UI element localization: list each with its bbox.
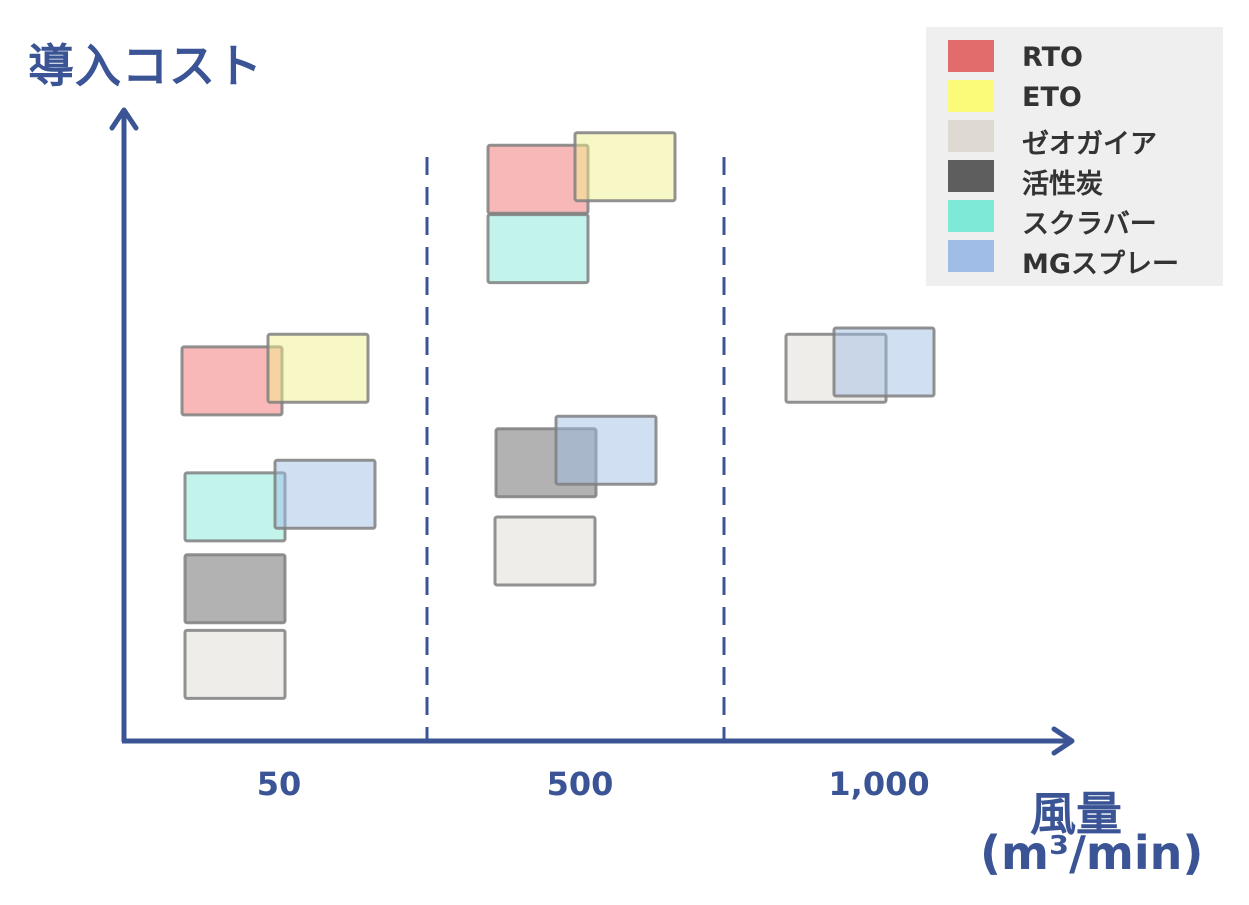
range-box-series-2-at-1-000: [784, 332, 888, 404]
legend-label: MGスプレー: [1022, 249, 1180, 280]
range-box-series-4-at-500: [486, 213, 590, 285]
legend-swatch: [948, 200, 994, 232]
range-box-series-5-at-500: [554, 414, 658, 486]
range-box-series-5-at-50: [273, 458, 377, 530]
range-box-series-3-at-500: [494, 427, 598, 499]
x-tick-label-1000: 1,000: [828, 765, 930, 803]
x-axis-label: 風量: [1030, 787, 1122, 841]
legend-label: 活性炭: [1022, 169, 1103, 200]
x-tick-label-500: 500: [546, 765, 614, 803]
x-axis-unit: (m³/min): [980, 826, 1204, 880]
x-axis-arrowhead: [1051, 726, 1075, 756]
range-box-series-5-at-1-000: [832, 326, 936, 398]
legend-label: RTO: [1022, 42, 1083, 73]
range-box-series-1-at-50: [266, 332, 370, 404]
legend-label: スクラバー: [1022, 209, 1157, 240]
range-box-series-2-at-500: [493, 515, 597, 587]
range-box-series-0-at-50: [180, 345, 284, 417]
legend-swatch: [948, 80, 994, 112]
y-axis-arrowhead: [109, 107, 139, 131]
range-box-series-1-at-500: [573, 131, 677, 203]
legend: RTO ETO ゼオガイア 活性炭 スクラバー MGスプレー: [926, 27, 1223, 286]
y-axis-label: 導入コスト: [28, 39, 263, 93]
legend-swatch: [948, 240, 994, 272]
range-box-series-2-at-50: [183, 628, 287, 700]
range-box-series-4-at-50: [183, 471, 287, 543]
legend-label: ゼオガイア: [1022, 129, 1157, 160]
legend-swatch: [948, 120, 994, 152]
legend-label: ETO: [1022, 82, 1082, 113]
legend-swatch: [948, 40, 994, 72]
range-box-series-0-at-500: [486, 143, 590, 215]
legend-swatch: [948, 160, 994, 192]
range-box-series-3-at-50: [183, 553, 287, 625]
x-tick-label-50: 50: [256, 765, 302, 803]
